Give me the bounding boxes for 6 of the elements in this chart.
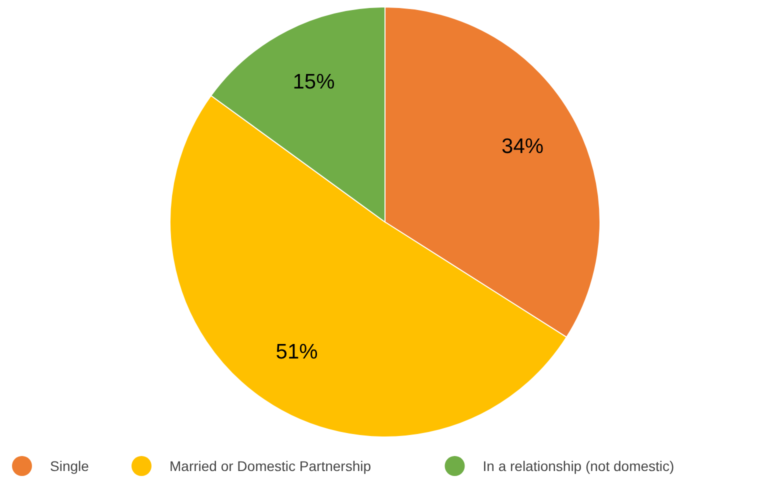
data-label: 15% [292, 70, 335, 94]
data-label: 51% [276, 340, 318, 364]
data-label: 34% [502, 134, 544, 158]
legend-label: Single [50, 458, 90, 474]
legend-label: In a relationship (not domestic) [482, 458, 674, 474]
legend-label: Married or Domestic Partnership [170, 458, 372, 474]
